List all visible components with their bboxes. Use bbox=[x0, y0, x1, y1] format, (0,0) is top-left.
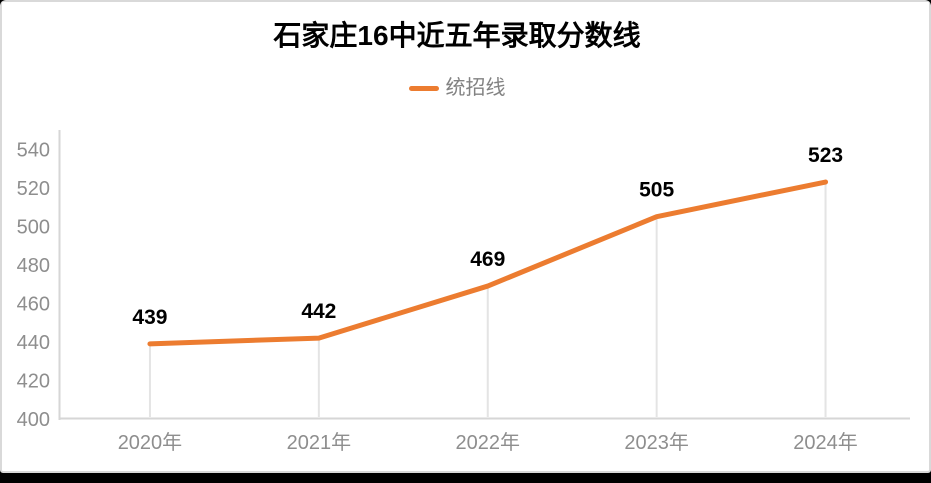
y-axis-tick-label: 460 bbox=[17, 293, 50, 315]
x-axis-tick-label: 2020年 bbox=[118, 431, 183, 454]
data-point-value-label: 469 bbox=[470, 248, 505, 271]
x-axis-tick-label: 2024年 bbox=[793, 431, 858, 454]
y-axis-tick-label: 440 bbox=[17, 332, 50, 354]
y-axis-tick-label: 540 bbox=[17, 139, 50, 161]
legend-line-icon bbox=[408, 85, 439, 91]
y-axis-tick-label: 480 bbox=[17, 255, 50, 277]
x-axis-tick-label: 2023年 bbox=[624, 431, 689, 454]
series-line bbox=[147, 179, 829, 347]
data-point-value-label: 523 bbox=[808, 144, 843, 167]
line-chart-plot: 400 420 440 460 480 500 520 540 2020年 2021年 2022年 2… bbox=[17, 130, 910, 454]
data-point-value-label: 442 bbox=[301, 300, 336, 323]
x-axis-tick-label: 2021年 bbox=[287, 431, 352, 454]
x-axis-tick-label: 2022年 bbox=[456, 431, 521, 454]
y-axis-tick-label: 500 bbox=[17, 216, 50, 238]
data-point-value-label: 439 bbox=[132, 306, 167, 329]
data-point-value-label: 505 bbox=[639, 179, 674, 202]
y-axis-tick-label: 520 bbox=[17, 178, 50, 200]
chart-title: 石家庄16中近五年录取分数线 bbox=[273, 20, 641, 51]
y-axis-tick-label: 400 bbox=[17, 409, 50, 431]
chart-card: 石家庄16中近五年录取分数线 统招线 400 420 440 460 480 500 520… bbox=[0, 0, 931, 473]
y-axis-tick-label: 420 bbox=[17, 370, 50, 392]
legend-label: 统招线 bbox=[445, 77, 506, 99]
legend-item[interactable]: 统招线 bbox=[2, 78, 912, 98]
